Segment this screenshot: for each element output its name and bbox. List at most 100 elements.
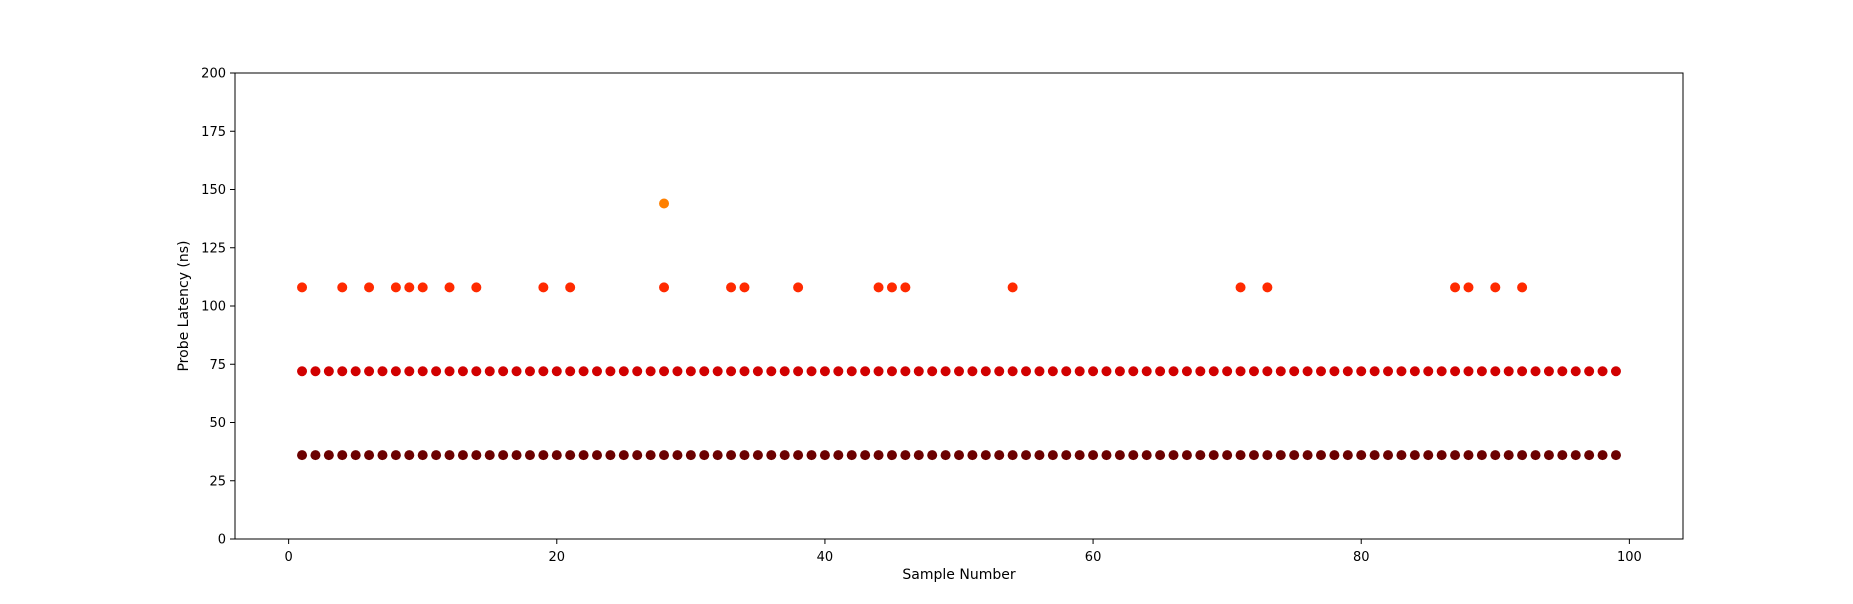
data-point (712, 366, 723, 377)
data-point (417, 450, 428, 461)
data-point (310, 366, 321, 377)
data-point (793, 450, 804, 461)
data-point (1356, 366, 1367, 377)
data-point (350, 366, 361, 377)
data-point (1316, 450, 1326, 461)
data-point (1423, 450, 1434, 461)
data-point (1396, 366, 1407, 377)
data-point (1168, 366, 1179, 377)
data-point (404, 450, 415, 461)
data-point (819, 450, 830, 461)
data-point (739, 282, 750, 293)
data-point (1061, 450, 1072, 461)
data-point (659, 282, 670, 293)
data-point (1476, 450, 1487, 461)
data-point (980, 366, 991, 377)
data-point (632, 366, 643, 377)
data-point (323, 450, 334, 461)
data-point (726, 366, 737, 377)
plot-frame (234, 72, 1684, 540)
y-axis-label: Probe Latency (ns) (176, 240, 192, 371)
data-point (980, 450, 991, 461)
data-point (431, 450, 442, 461)
data-point (1530, 450, 1541, 461)
data-point (940, 366, 951, 377)
data-point (1342, 366, 1353, 377)
data-point (1034, 366, 1045, 377)
data-point (404, 366, 415, 377)
data-point (1007, 282, 1018, 293)
data-point (297, 450, 308, 461)
data-point (860, 366, 871, 377)
data-point (337, 282, 348, 293)
data-point (538, 282, 549, 293)
data-point (927, 450, 938, 461)
data-point (1141, 366, 1152, 377)
data-point (1101, 450, 1112, 461)
data-point (779, 450, 790, 461)
data-point (632, 450, 643, 461)
data-point (1463, 450, 1474, 461)
data-point (954, 366, 964, 377)
data-point (685, 450, 696, 461)
data-point (605, 366, 616, 377)
data-point (726, 450, 737, 461)
data-point (1396, 450, 1407, 461)
data-point (1101, 366, 1112, 377)
data-points (297, 198, 1621, 461)
data-point (390, 366, 401, 377)
data-point (1021, 366, 1032, 377)
data-point (994, 366, 1005, 377)
data-point (498, 450, 509, 461)
data-point (1275, 450, 1286, 461)
data-point (900, 450, 911, 461)
data-point (1610, 366, 1621, 377)
data-point (1047, 366, 1058, 377)
data-point (1450, 282, 1461, 293)
data-point (1409, 366, 1420, 377)
data-point (337, 450, 348, 461)
data-point (886, 450, 897, 461)
data-point (578, 450, 589, 461)
y-tick-label: 150 (201, 183, 226, 198)
data-point (1248, 366, 1259, 377)
x-axis: 0 20 40 60 80 100 (284, 539, 1642, 565)
y-tick-label: 50 (209, 416, 226, 431)
data-point (1289, 366, 1300, 377)
data-point (994, 450, 1005, 461)
data-point (1262, 450, 1273, 461)
data-point (1047, 450, 1058, 461)
data-point (457, 450, 468, 461)
data-point (739, 450, 750, 461)
data-point (1021, 450, 1032, 461)
data-point (498, 366, 509, 377)
data-point (873, 450, 884, 461)
data-point (833, 450, 844, 461)
data-point (1543, 366, 1554, 377)
data-point (1423, 366, 1434, 377)
data-point (1262, 282, 1273, 293)
data-point (1530, 366, 1541, 377)
data-point (752, 366, 763, 377)
data-point (1007, 366, 1018, 377)
data-point (1208, 450, 1219, 461)
data-point (1128, 450, 1139, 461)
data-point (860, 450, 871, 461)
data-point (484, 450, 495, 461)
data-point (659, 198, 670, 209)
data-point (524, 366, 535, 377)
data-point (1342, 450, 1353, 461)
data-point (1114, 366, 1125, 377)
data-point (1235, 450, 1246, 461)
data-point (1007, 450, 1018, 461)
y-tick-label: 0 (218, 533, 226, 548)
data-point (1222, 450, 1233, 461)
data-point (793, 366, 804, 377)
data-point (645, 450, 656, 461)
data-point (618, 366, 629, 377)
data-point (967, 450, 978, 461)
data-point (417, 366, 428, 377)
data-point (592, 450, 602, 461)
data-point (1275, 366, 1286, 377)
data-point (1316, 366, 1326, 377)
